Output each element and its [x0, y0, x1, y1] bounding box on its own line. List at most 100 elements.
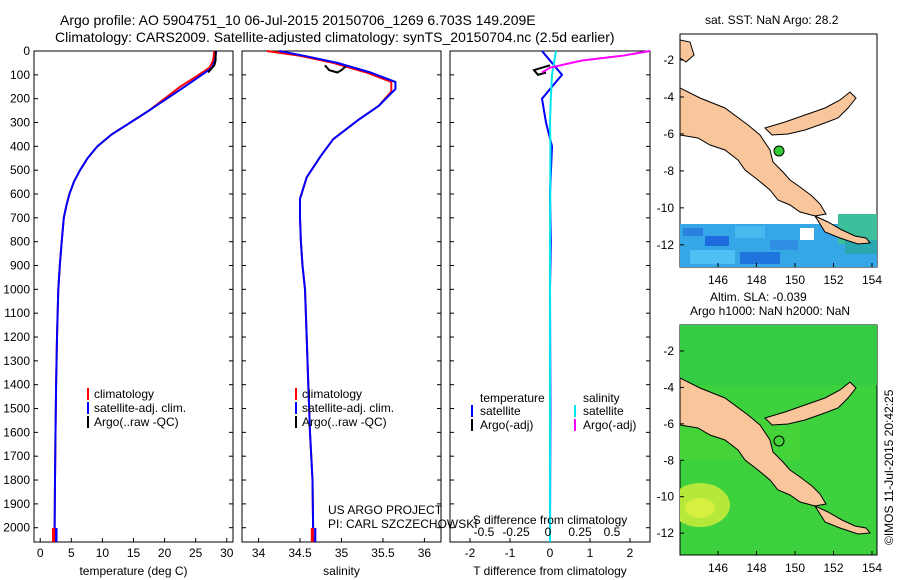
sla-map-title-2: Argo h1000: NaN h2000: NaN — [690, 304, 850, 318]
sst-map-title: sat. SST: NaN Argo: 28.2 — [705, 13, 839, 27]
difference-xlabel: T difference from climatology — [473, 564, 627, 578]
land-new-britain — [764, 91, 857, 136]
map-lat-label: -4 — [663, 90, 674, 104]
depth-tick-label: 100 — [10, 68, 30, 82]
sla-land-new-guinea — [680, 377, 827, 507]
salinity-xtick-label: 34 — [252, 546, 266, 560]
temperature-xtick-label: 20 — [158, 546, 172, 560]
land-southeast-tip — [813, 214, 871, 245]
salinity-legend-label: Argo(..raw -QC) — [302, 415, 387, 429]
map-lat-label: -10 — [657, 490, 675, 504]
map-lon-label: 152 — [823, 273, 843, 287]
difference-series-s-argo-adj- — [541, 50, 651, 74]
depth-tick-label: 1900 — [3, 497, 30, 511]
sla-land-new-britain — [764, 381, 857, 426]
difference-xtick-label: 1 — [587, 546, 594, 560]
map-lat-label: -6 — [663, 417, 674, 431]
sla-map: -2 -4 -6 -8 -10 -12 146 148 150 152 154 — [657, 324, 882, 575]
depth-tick-label: 200 — [10, 92, 30, 106]
salinity-diff-tick-label: -0.5 — [474, 525, 495, 539]
sla-map-title-1: Altim. SLA: -0.039 — [710, 290, 807, 304]
salinity-legend-label: satellite-adj. clim. — [302, 401, 394, 415]
temperature-xlabel: temperature (deg C) — [79, 564, 187, 578]
map-lat-label: -6 — [663, 127, 674, 141]
salinity-frame — [241, 50, 442, 543]
sla-field-upper — [680, 325, 877, 385]
temperature-xtick-label: 15 — [127, 546, 141, 560]
argo-location-dot-top — [773, 145, 785, 157]
title-line-2: Climatology: CARS2009. Satellite-adjuste… — [55, 29, 615, 45]
salinity-diff-tick-label: 0 — [545, 525, 552, 539]
depth-tick-label: 500 — [10, 163, 30, 177]
difference-legend-label: Argo(-adj) — [583, 418, 636, 432]
salinity-xlabel: salinity — [323, 564, 360, 578]
temperature-series-satellite — [53, 50, 218, 543]
salinity-series-argo — [324, 64, 347, 74]
salinity-diff-tick-label: 0.5 — [604, 525, 621, 539]
land-bougainville — [680, 39, 695, 63]
difference-panel: -2 -1 0 1 2T difference from climatology temp… — [449, 50, 651, 578]
map-lon-label: 154 — [862, 561, 882, 575]
temperature-xtick-label: 5 — [68, 546, 75, 560]
depth-tick-label: 0 — [23, 44, 30, 58]
salinity-xtick-label: 36 — [418, 546, 432, 560]
map-lat-label: -12 — [657, 238, 675, 252]
salinity-xtick-label: 35 — [335, 546, 349, 560]
map-lon-label: 148 — [746, 561, 766, 575]
sst-map: sat. SST: NaN Argo: 28.2 -2 -4 -6 -8 -10 -12 1… — [657, 13, 883, 287]
map-lon-label: 150 — [785, 273, 805, 287]
sla-land-southeast-tip — [813, 504, 871, 535]
timestamp: ©IMOS 11-Jul-2015 20:42:25 — [882, 389, 896, 545]
salinity-panel: 34 34.5 35 35.5 36 salinity climatologysatelli… — [241, 50, 442, 578]
temperature-xtick-label: 10 — [96, 546, 110, 560]
depth-tick-label: 400 — [10, 139, 30, 153]
credit-line-1: US ARGO PROJECT — [328, 503, 443, 517]
map-lat-label: -8 — [663, 164, 674, 178]
salinity-series-climatology — [266, 50, 393, 543]
difference-xtick-label: -1 — [505, 546, 516, 560]
argo-location-dot-bottom — [773, 435, 785, 447]
difference-series-t-satellite — [540, 50, 564, 543]
depth-tick-label: 300 — [10, 116, 30, 130]
difference-series-t-argo-adj- — [532, 64, 551, 76]
legend-temperature-title: temperature — [480, 391, 545, 405]
depth-tick-label: 900 — [10, 259, 30, 273]
sla-yellow-core — [685, 498, 715, 518]
map-lat-label: -2 — [663, 344, 674, 358]
title-line-1: Argo profile: AO 5904751_10 06-Jul-2015 … — [60, 12, 536, 28]
depth-tick-label: 1100 — [4, 306, 30, 320]
difference-xtick-label: 2 — [627, 546, 634, 560]
map-lat-label: -10 — [657, 201, 675, 215]
temperature-series-argo — [207, 51, 217, 74]
difference-xtick-label: -2 — [465, 546, 476, 560]
depth-tick-label: 1400 — [3, 378, 30, 392]
depth-tick-label: 1300 — [3, 354, 30, 368]
credit-line-2: PI: CARL SZCZECHOWSKI — [328, 517, 478, 531]
temperature-panel: 0 5 10 15 20 25 300100200300400500600700800900… — [3, 44, 233, 578]
difference-legend-label: satellite — [583, 404, 624, 418]
temperature-legend-label: Argo(..raw -QC) — [94, 415, 179, 429]
depth-tick-label: 1000 — [3, 282, 30, 296]
legend-salinity-title: salinity — [583, 391, 620, 405]
temperature-xtick-label: 30 — [220, 546, 234, 560]
temperature-xtick-label: 25 — [189, 546, 203, 560]
map-lon-label: 154 — [862, 273, 882, 287]
salinity-diff-tick-label: -0.25 — [502, 525, 530, 539]
salinity-legend-label: climatology — [302, 387, 362, 401]
temperature-frame — [33, 50, 234, 543]
map-lat-label: -8 — [663, 453, 674, 467]
map-lat-label: -2 — [663, 53, 674, 67]
map-lon-label: 146 — [708, 273, 728, 287]
temperature-legend-label: climatology — [94, 387, 154, 401]
difference-xtick-label: 0 — [547, 546, 554, 560]
salinity-xtick-label: 34.5 — [288, 546, 312, 560]
temperature-xtick-label: 0 — [37, 546, 44, 560]
depth-tick-label: 700 — [10, 211, 30, 225]
temperature-legend-label: satellite-adj. clim. — [94, 401, 186, 415]
difference-legend-label: satellite — [480, 404, 521, 418]
depth-tick-label: 1600 — [3, 425, 30, 439]
salinity-xtick-label: 35.5 — [371, 546, 395, 560]
difference-xlabel-2: S difference from climatology — [473, 513, 628, 527]
map-lat-label: -12 — [657, 526, 675, 540]
